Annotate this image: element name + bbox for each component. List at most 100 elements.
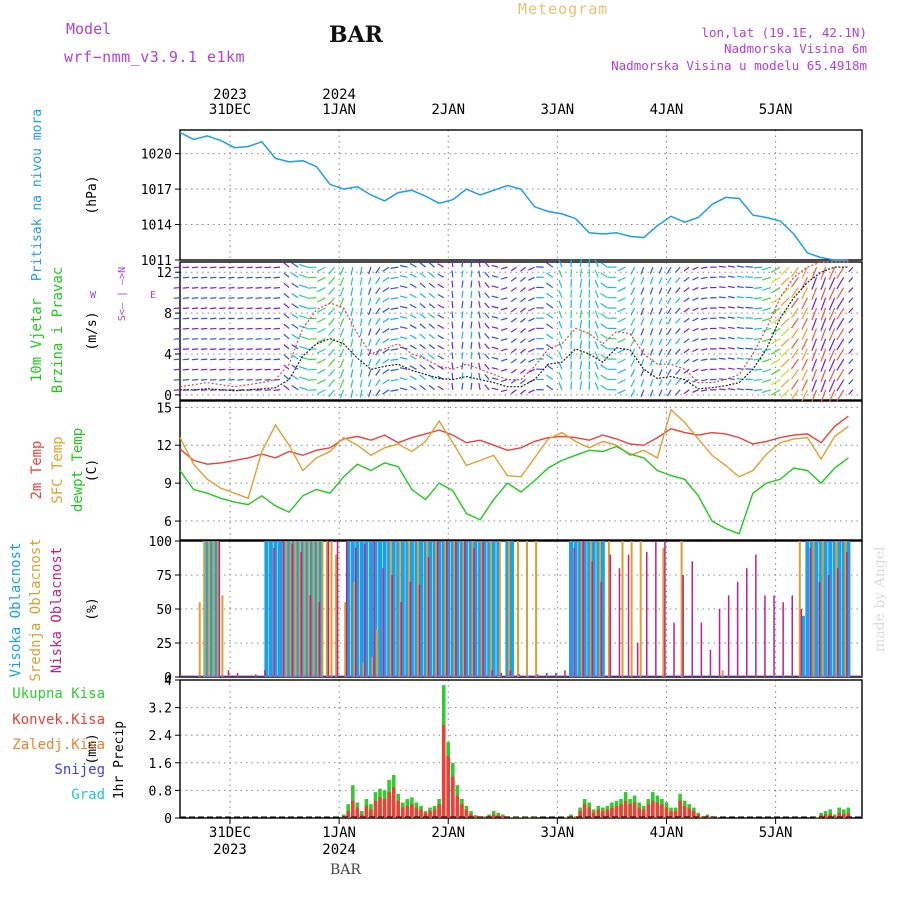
wind-barb [390, 338, 399, 341]
wind-barb [500, 297, 508, 301]
wind-barb [558, 320, 563, 329]
precip-conv-bar [355, 807, 360, 818]
wind-barb [461, 280, 464, 288]
wind-barb [658, 307, 663, 315]
static-layer: 1011101410171020(hPa)04812(m/s)691215(C)… [8, 87, 863, 858]
pressure-frame [179, 129, 863, 261]
cloud-low-bar [627, 554, 630, 677]
wind-barb [640, 297, 645, 306]
location-text: lon,lat (19.1E, 42.1N) [701, 25, 867, 40]
wind-barb [484, 302, 490, 309]
wind-barb [390, 358, 399, 361]
wind-barb [246, 327, 253, 330]
wind-barb [368, 358, 372, 367]
precip-conv-bar [396, 800, 400, 819]
wind-barb [478, 301, 481, 309]
wind-barb [546, 333, 554, 340]
wind-barb [339, 317, 345, 327]
wind-barb [640, 348, 645, 357]
wind-barb [558, 351, 563, 360]
bottom-year-label: 2024 [322, 842, 356, 858]
wind-barb [700, 297, 708, 300]
cloud-mid-bar [607, 541, 610, 677]
cloud-high-bar [278, 541, 282, 677]
wind-barb [683, 266, 690, 272]
wind-barb [375, 287, 381, 295]
wind-barb [811, 266, 818, 280]
wind-barb [375, 328, 381, 336]
cloud-low-bar [291, 543, 293, 677]
wind-barb [484, 271, 490, 278]
precip-total-bar [528, 817, 532, 818]
cloud-mid-bar [289, 541, 292, 677]
wind-barb [700, 317, 708, 321]
precip-conv-bar [387, 792, 391, 818]
wind-barb [339, 369, 345, 378]
precip-conv-bar [455, 795, 460, 818]
wind-barb [546, 374, 554, 381]
wind-barb [692, 287, 699, 291]
wind-barb [649, 338, 654, 346]
wind-barb [820, 338, 827, 352]
wind-barb [791, 297, 799, 308]
wind-barb [210, 266, 217, 269]
wind-barb [528, 358, 535, 363]
wind-barb [461, 321, 464, 329]
cloud-high-bar [828, 541, 833, 677]
wind-barb [546, 262, 554, 268]
wind-barb [692, 266, 699, 271]
wind-barb [368, 277, 372, 285]
top-day-label: 1JAN [322, 102, 356, 118]
wind-barb [727, 367, 735, 370]
wind-barb [317, 287, 326, 293]
wind-barb [368, 338, 372, 346]
precip-conv-bar [842, 813, 846, 818]
wind-barb [692, 358, 699, 363]
cloud-high-bar [459, 541, 464, 677]
wind-barb [210, 378, 217, 381]
wind-barb [409, 324, 417, 329]
wind-barb [594, 361, 599, 370]
wind-barb [528, 389, 535, 394]
wind-barb [264, 368, 271, 371]
wind-barb [491, 346, 499, 350]
wind-barb [182, 358, 190, 361]
cloud-high-bar [496, 541, 501, 677]
cloud-high-bar [205, 541, 210, 677]
cloud-high-bar [587, 541, 592, 677]
cloud-mid-bar [362, 663, 365, 677]
wind-barb [191, 297, 199, 299]
wind-barb [649, 389, 654, 397]
wind-barb [848, 358, 854, 365]
wind-barb [409, 334, 417, 340]
wind-barb [237, 338, 244, 340]
cloud-low-bar [382, 568, 384, 677]
wind-barb [409, 365, 417, 370]
wind-barb [683, 307, 690, 313]
wind-barb [228, 307, 235, 310]
wind-barb [728, 265, 735, 268]
cloud-mid-bar [416, 541, 419, 677]
wind-barb [736, 306, 744, 309]
temperature-panel: 6 9 12 15 (C) [85, 400, 863, 541]
wind-barb [579, 381, 583, 390]
wind-barb [666, 307, 672, 315]
wind-barb [836, 277, 845, 290]
wind-barb [382, 368, 390, 375]
wind-barb [836, 358, 845, 371]
wind-barb [640, 389, 645, 398]
wind-barb [246, 286, 253, 289]
wind-barb [579, 278, 583, 288]
wind-barb [630, 348, 636, 357]
wind-barb [359, 328, 363, 337]
wind-barb [350, 379, 354, 388]
wind-barb [630, 297, 636, 306]
cloud-mid-bar [844, 541, 847, 677]
wind-barb [658, 338, 663, 346]
pressure-ytick-label: 1011 [141, 254, 172, 269]
wind-barb [491, 275, 499, 278]
wind-barb [283, 282, 290, 289]
wind-barb [339, 389, 345, 399]
cloud-mid-bar [453, 541, 456, 677]
wind-barb [173, 266, 181, 269]
